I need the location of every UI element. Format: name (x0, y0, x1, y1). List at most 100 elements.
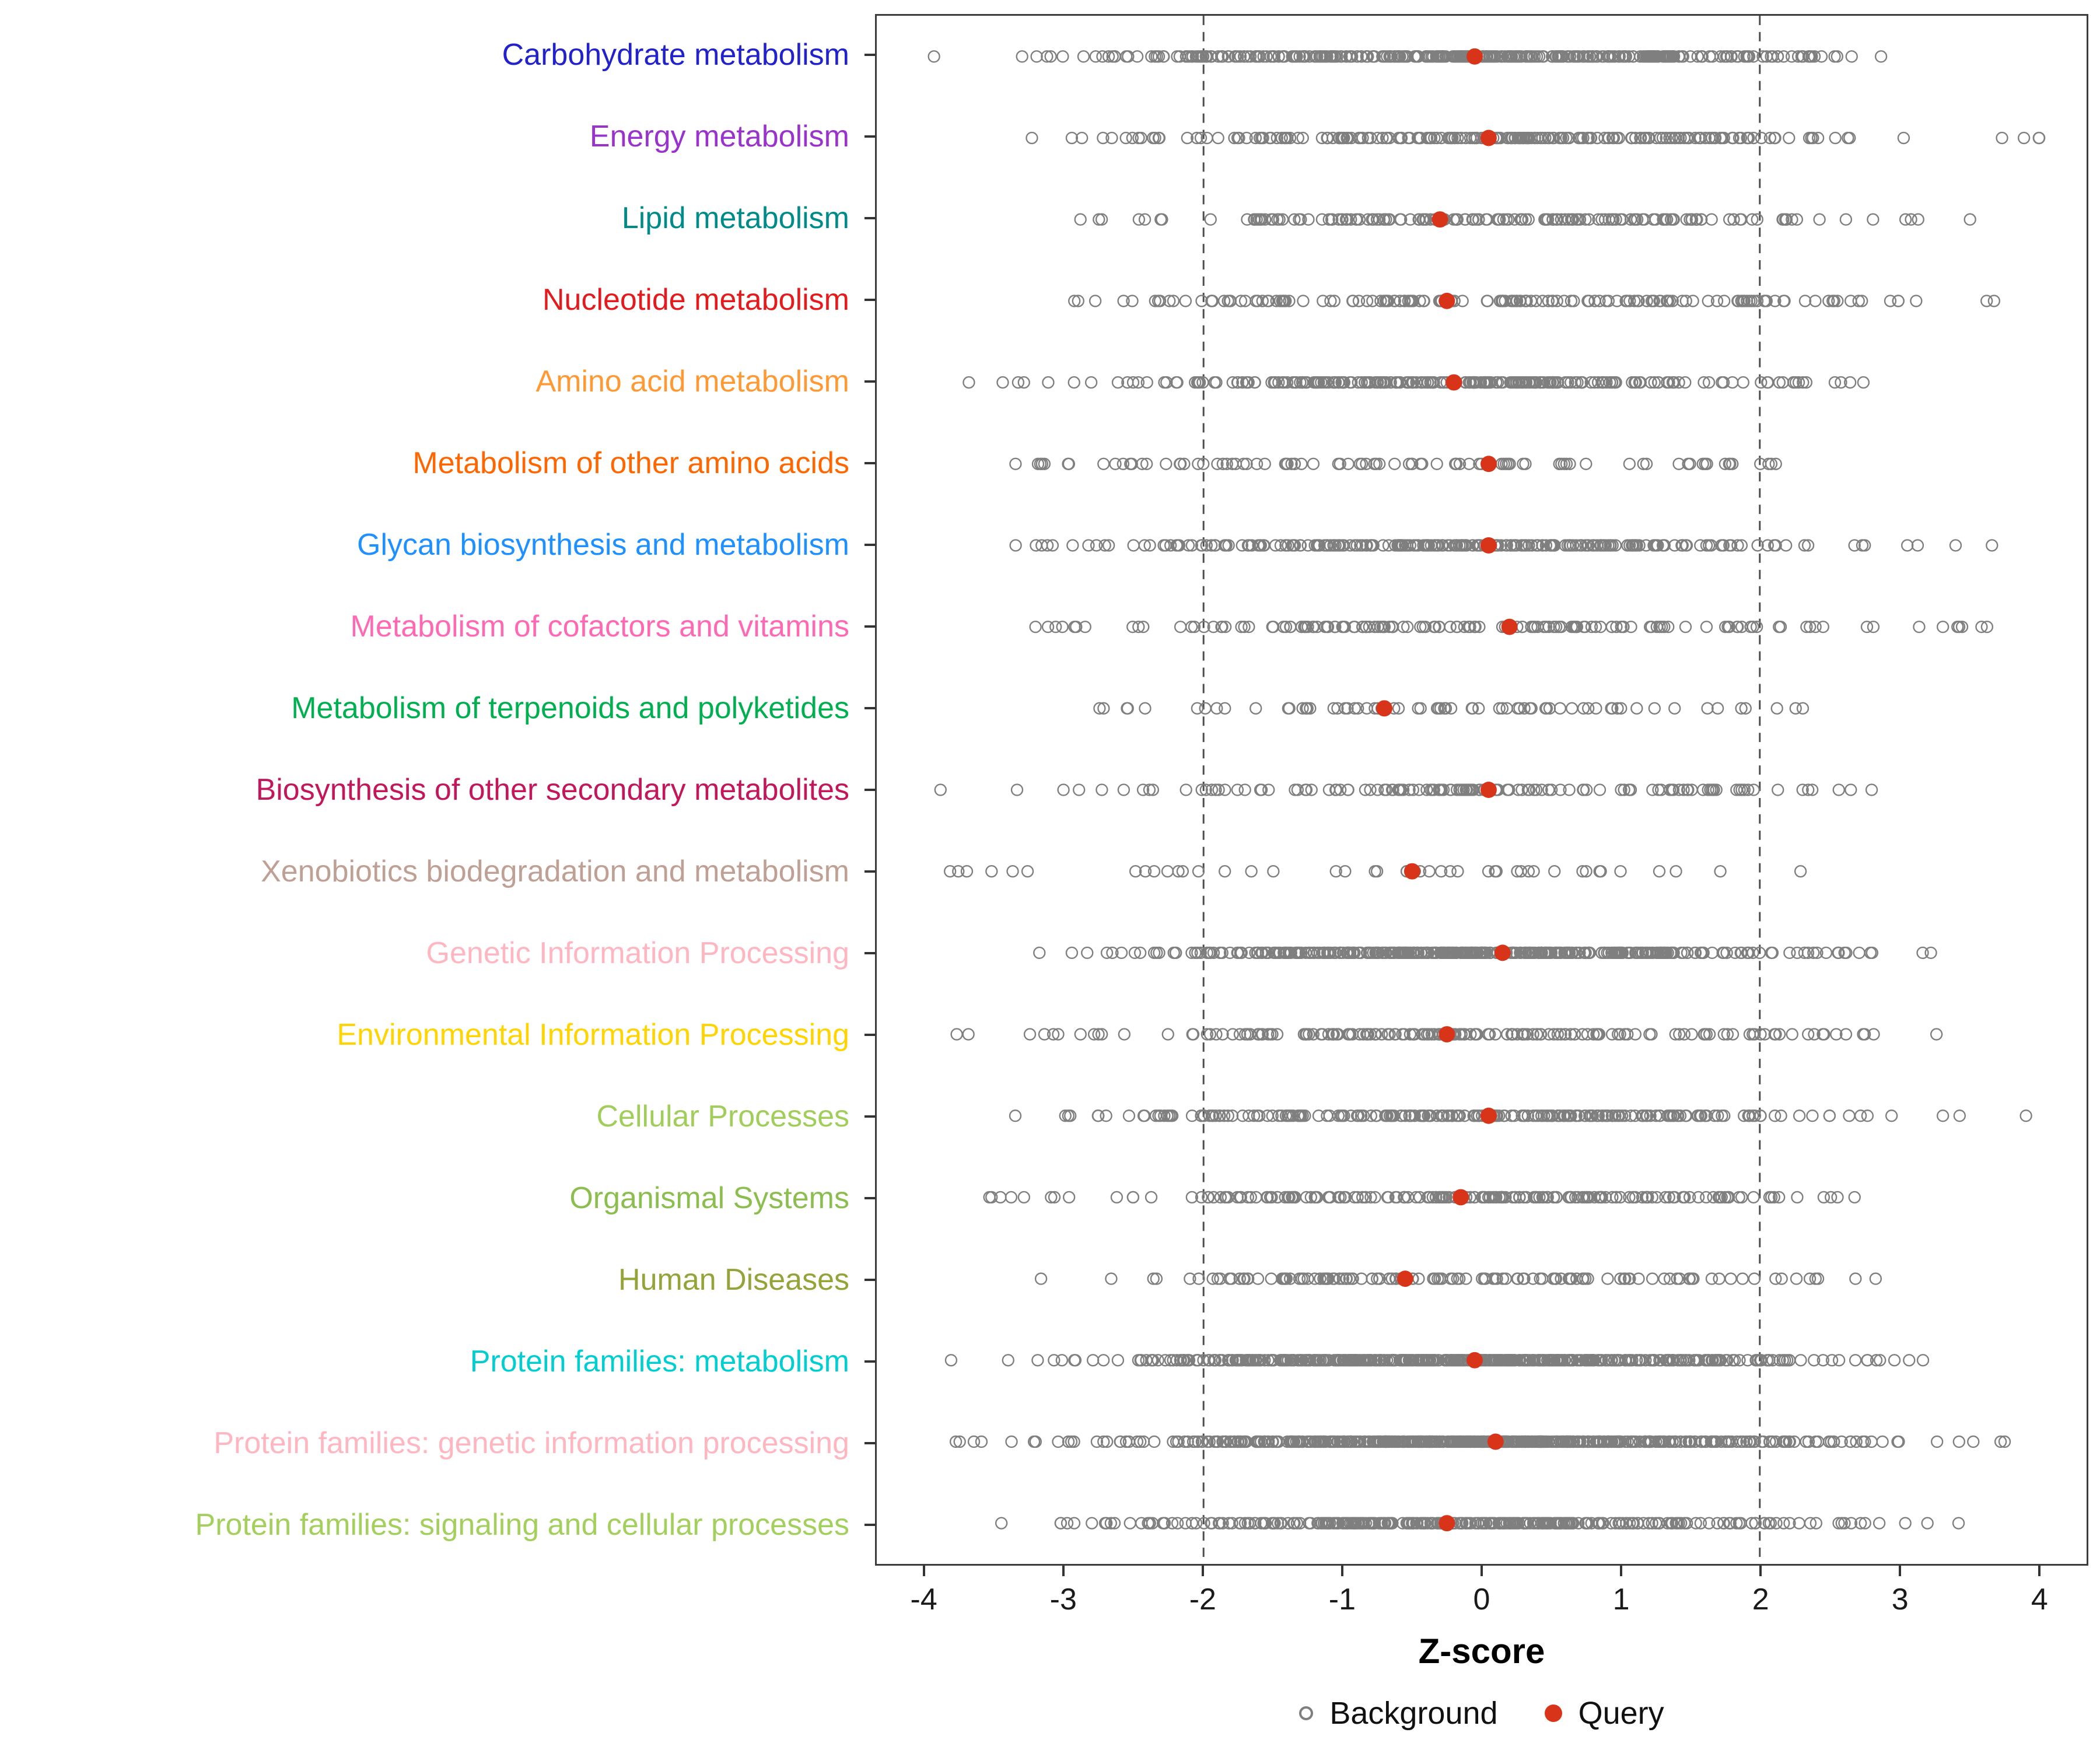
background-point (1378, 783, 1391, 796)
background-point (1339, 213, 1353, 226)
background-point (1808, 1354, 1821, 1367)
background-point (1768, 1191, 1780, 1204)
background-point (1734, 131, 1748, 145)
background-point (1634, 946, 1647, 960)
background-point (1282, 1110, 1295, 1122)
background-point (1733, 783, 1746, 796)
background-point (1116, 457, 1130, 470)
background-point (1383, 620, 1396, 634)
background-point (1854, 1517, 1867, 1530)
category-label: Amino acid metabolism (536, 365, 849, 398)
background-point (1555, 1028, 1567, 1041)
plot-points-layer (928, 16, 2046, 1564)
background-point (1773, 1028, 1786, 1041)
background-point (1108, 1517, 1121, 1530)
x-tick-label: -2 (1189, 1583, 1216, 1616)
background-point (1414, 620, 1427, 634)
background-point (1582, 702, 1595, 715)
background-point (1144, 1191, 1158, 1204)
x-tick-label: -3 (1049, 1583, 1077, 1616)
background-point (1060, 1517, 1074, 1530)
background-point (1345, 131, 1358, 145)
background-point (1292, 1110, 1305, 1122)
background-point (1353, 1028, 1366, 1041)
background-point (1216, 50, 1229, 63)
row-points (1029, 620, 1994, 634)
background-point (1171, 50, 1184, 63)
background-point (1572, 1191, 1584, 1204)
background-point (1455, 1028, 1468, 1041)
background-point (1611, 1435, 1625, 1448)
background-point (1422, 1110, 1434, 1122)
background-point (1318, 1435, 1331, 1448)
background-point (1587, 1028, 1600, 1041)
background-point (1285, 1435, 1298, 1448)
background-point (1333, 1272, 1346, 1285)
background-point (1265, 213, 1278, 226)
background-point (1514, 946, 1527, 960)
background-point (1773, 1191, 1786, 1204)
background-point (1158, 1110, 1171, 1122)
background-point (1555, 457, 1568, 470)
background-point (1817, 1191, 1831, 1204)
background-point (1673, 1272, 1686, 1285)
background-point (1555, 620, 1568, 634)
background-point (1769, 1435, 1783, 1448)
background-point (1052, 1435, 1065, 1448)
background-point (1233, 1191, 1247, 1204)
background-point (1501, 1028, 1514, 1041)
background-point (1700, 1191, 1713, 1204)
background-point (1153, 295, 1167, 307)
background-point (1595, 1191, 1608, 1204)
background-point (1884, 295, 1897, 307)
background-point (1503, 457, 1516, 470)
background-point (1009, 457, 1022, 470)
background-point (1532, 1435, 1545, 1448)
background-point (1111, 1354, 1125, 1367)
background-point (1470, 376, 1483, 389)
background-point (1289, 783, 1301, 796)
background-point (1317, 376, 1330, 389)
background-point (1226, 1110, 1239, 1122)
background-point (1143, 1517, 1156, 1530)
x-tick-label: 2 (1752, 1583, 1769, 1616)
background-point (1930, 1435, 1944, 1448)
background-point (1614, 946, 1626, 960)
background-point (1216, 620, 1228, 634)
background-point (1583, 213, 1595, 226)
background-point (1538, 213, 1551, 226)
filled-circle-icon (1544, 1704, 1562, 1722)
background-point (1508, 131, 1521, 145)
background-point (1261, 1191, 1274, 1204)
background-point (1286, 1110, 1300, 1122)
background-point (1717, 1517, 1730, 1530)
background-point (1450, 620, 1463, 634)
query-point (1446, 374, 1462, 391)
background-point (1637, 1517, 1650, 1530)
background-point (1256, 295, 1269, 307)
background-point (1817, 1354, 1829, 1367)
background-point (1296, 702, 1309, 715)
background-point (1410, 1517, 1423, 1530)
background-point (1482, 1354, 1495, 1367)
background-point (1647, 295, 1661, 307)
background-point (1429, 1191, 1443, 1204)
background-point (1626, 1354, 1639, 1367)
background-point (1714, 865, 1727, 878)
background-point (1188, 620, 1201, 634)
background-point (1892, 1435, 1905, 1448)
background-point (1324, 1191, 1336, 1204)
background-point (1330, 1517, 1343, 1530)
background-point (1604, 539, 1616, 552)
background-point (1154, 213, 1167, 226)
background-point (1676, 539, 1689, 552)
background-point (1213, 1517, 1226, 1530)
background-point (1321, 539, 1334, 552)
background-point (1016, 50, 1028, 63)
background-point (1210, 702, 1223, 715)
background-point (1055, 1354, 1069, 1367)
background-point (1396, 1517, 1409, 1530)
background-point (1817, 620, 1829, 634)
background-point (1550, 295, 1563, 307)
background-point (1185, 1517, 1199, 1530)
